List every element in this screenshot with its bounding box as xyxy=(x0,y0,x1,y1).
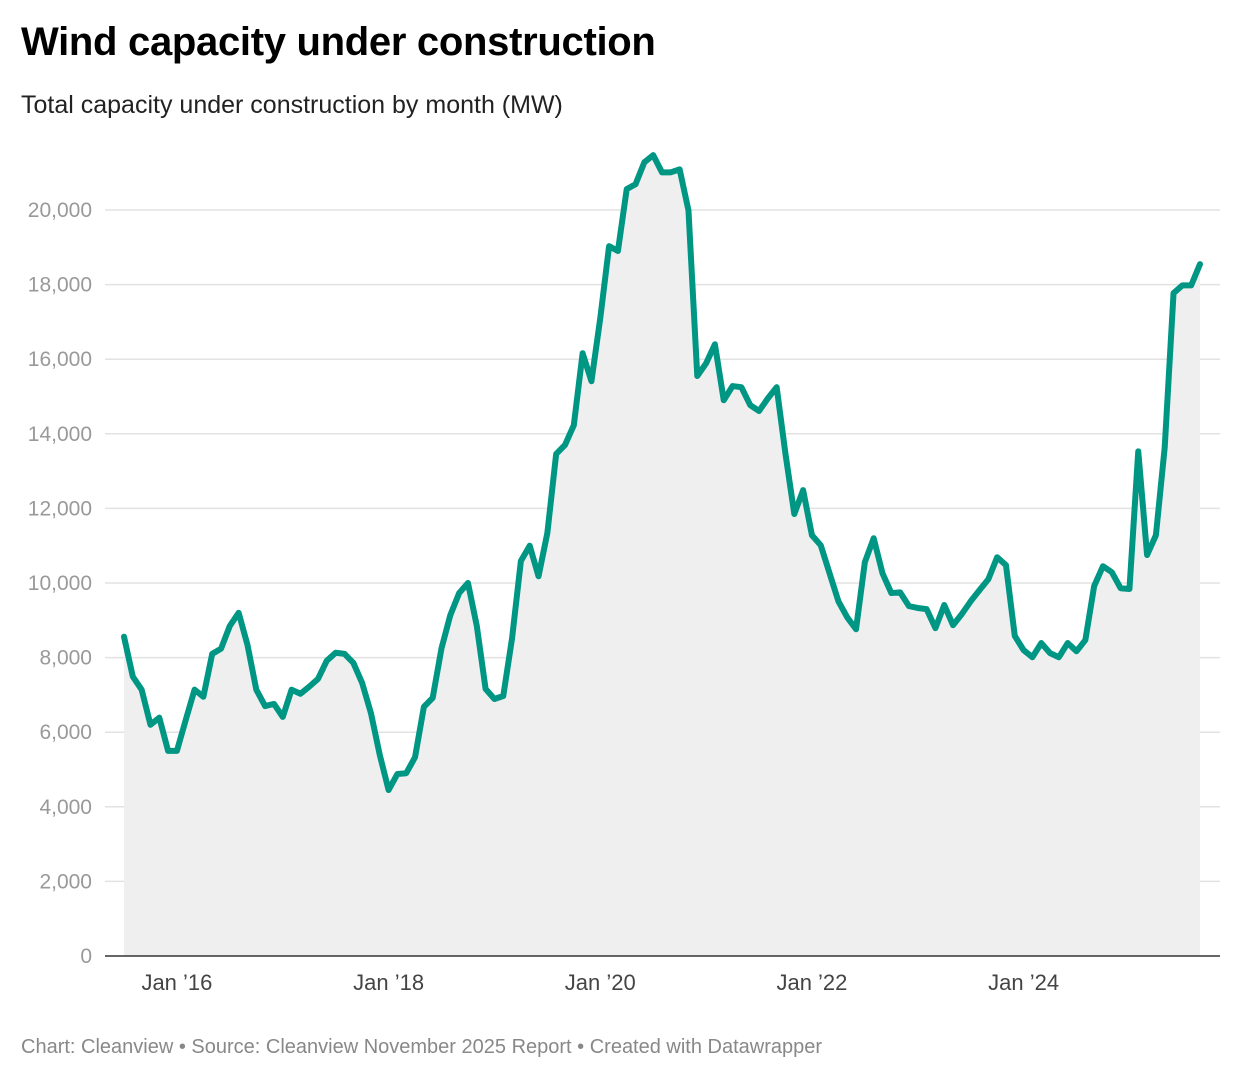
x-tick-label: Jan ’18 xyxy=(353,970,424,995)
chart-title: Wind capacity under construction xyxy=(21,20,656,64)
y-tick-label: 4,000 xyxy=(39,796,92,819)
y-tick-label: 18,000 xyxy=(28,274,92,297)
y-tick-label: 10,000 xyxy=(28,572,92,595)
chart-subtitle: Total capacity under construction by mon… xyxy=(21,91,563,119)
y-tick-label: 16,000 xyxy=(28,348,92,371)
x-tick-label: Jan ’16 xyxy=(141,970,212,995)
x-tick-label: Jan ’20 xyxy=(565,970,636,995)
series-line xyxy=(121,152,1203,794)
chart-footer: Chart: Cleanview • Source: Cleanview Nov… xyxy=(21,1036,823,1058)
x-tick-label: Jan ’24 xyxy=(988,970,1059,995)
x-tick-label: Jan ’22 xyxy=(776,970,847,995)
y-tick-label: 2,000 xyxy=(39,870,92,893)
y-tick-label: 14,000 xyxy=(28,423,92,446)
y-tick-label: 20,000 xyxy=(28,199,92,222)
area-fill xyxy=(124,155,1200,956)
y-tick-label: 6,000 xyxy=(39,721,92,744)
y-tick-label: 0 xyxy=(80,945,92,968)
y-tick-label: 12,000 xyxy=(28,497,92,520)
y-tick-label: 8,000 xyxy=(39,647,92,670)
